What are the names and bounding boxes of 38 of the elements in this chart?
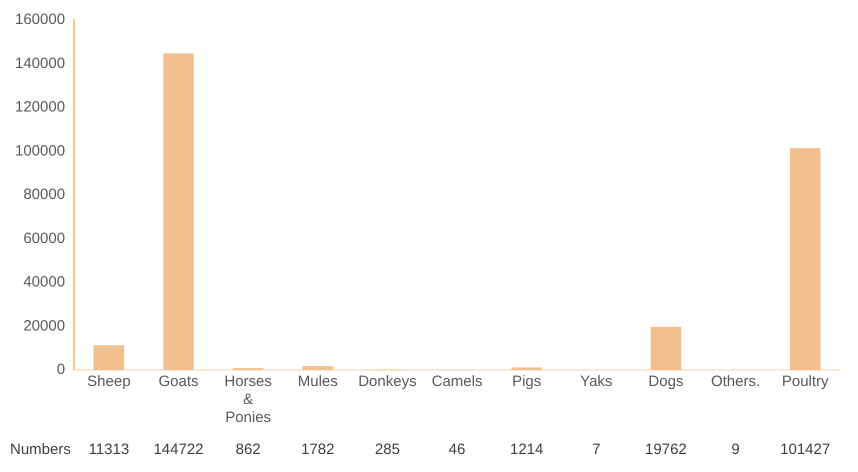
y-tick-label: 120000 xyxy=(14,98,66,116)
y-tick-label: 140000 xyxy=(14,54,66,72)
bar xyxy=(790,148,821,370)
data-label: 144722 xyxy=(153,441,204,458)
x-tick-label: Camels xyxy=(432,373,482,390)
data-label: 11313 xyxy=(88,441,130,458)
data-label: 9 xyxy=(731,441,740,458)
y-tick-label: 20000 xyxy=(23,317,66,334)
y-tick-label: 60000 xyxy=(23,230,66,247)
y-tick-label: 80000 xyxy=(23,186,66,204)
y-tick-label: 0 xyxy=(56,361,66,378)
y-tick-label: 40000 xyxy=(23,274,66,291)
x-tick-label: Horses & Ponies xyxy=(224,373,272,426)
data-label: 46 xyxy=(448,441,466,458)
x-tick-label: Goats xyxy=(158,373,199,390)
bar xyxy=(511,367,542,370)
bar xyxy=(650,326,682,370)
x-tick-label: Yaks xyxy=(580,373,612,390)
x-tick-label: Sheep xyxy=(87,373,131,390)
x-tick-label: Mules xyxy=(298,373,338,390)
data-label: 862 xyxy=(236,441,261,458)
data-label: 101427 xyxy=(780,441,830,458)
text: Numbers xyxy=(10,441,71,458)
bar xyxy=(94,345,124,370)
data-label: 1214 xyxy=(510,441,544,458)
data-label: 7 xyxy=(592,441,600,458)
data-label: 19762 xyxy=(645,441,687,458)
x-tick-label: Dogs xyxy=(648,373,684,390)
x-tick-label: Pigs xyxy=(512,373,542,390)
x-tick-label: Others. xyxy=(710,373,760,390)
bar xyxy=(163,53,194,370)
bar xyxy=(302,366,334,370)
y-tick-label: 100000 xyxy=(14,142,66,160)
x-tick-label: Donkeys xyxy=(358,373,417,390)
data-label: 1782 xyxy=(301,441,334,458)
y-tick-label: 160000 xyxy=(14,11,66,28)
x-tick-label: Poultry xyxy=(782,373,830,390)
data-label: 285 xyxy=(374,441,400,458)
